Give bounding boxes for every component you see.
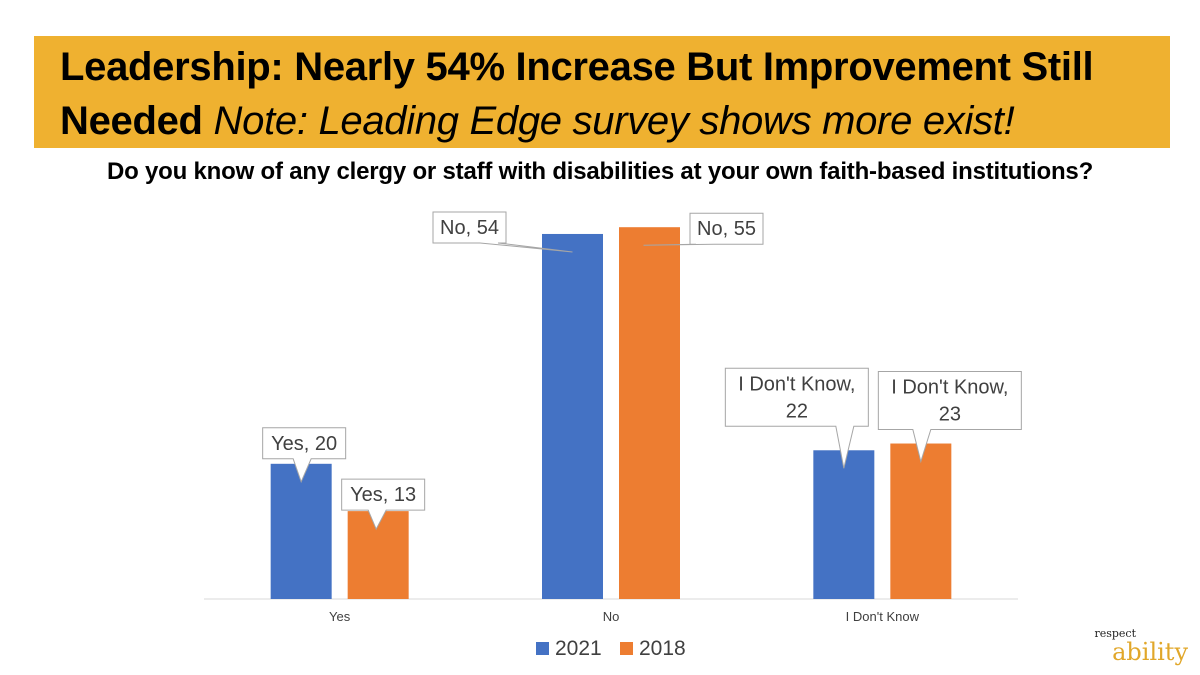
legend-label-2021: 2021 xyxy=(555,637,602,660)
legend-label-2018: 2018 xyxy=(639,637,686,660)
slide-title-note: Note: Leading Edge survey shows more exi… xyxy=(213,99,1015,143)
bar-2021-yes xyxy=(270,463,332,599)
slide-title-needed: Needed xyxy=(60,99,203,143)
data-label-2018-1-line0: No, 55 xyxy=(697,218,756,240)
data-label-callout-2018-0 xyxy=(341,478,426,531)
data-label-2018-2-line0: I Don't Know, xyxy=(891,377,1008,399)
title-banner xyxy=(34,36,1170,148)
bar-2018-no xyxy=(619,227,680,599)
data-label-callout-2021-0 xyxy=(262,427,347,484)
slide-title-line1: Leadership: Nearly 54% Increase But Impr… xyxy=(60,45,1094,89)
x-tick-label-i-don-t-know: I Don't Know xyxy=(846,609,920,624)
data-label-2018-2-line1: 23 xyxy=(939,404,961,426)
legend-swatch-2018 xyxy=(620,642,633,655)
data-label-callout-2021-2 xyxy=(724,367,869,469)
logo-top-text: respect xyxy=(1094,627,1136,640)
data-label-callout-2018-2 xyxy=(877,371,1022,464)
bar-2021-i-don-t-know xyxy=(813,450,875,599)
logo-bottom-text: ability xyxy=(1112,638,1188,666)
slide-title-line2: Needed Note: Leading Edge survey shows m… xyxy=(60,98,1015,144)
data-label-2021-0-line0: Yes, 20 xyxy=(271,433,337,455)
respectability-logo: respect ability xyxy=(1094,627,1188,666)
data-label-2021-2-line0: I Don't Know, xyxy=(738,373,855,395)
data-label-2021-1-line0: No, 54 xyxy=(440,217,499,239)
chart-question: Do you know of any clergy or staff with … xyxy=(106,158,1094,185)
data-label-2018-0-line0: Yes, 13 xyxy=(350,484,416,506)
bar-2018-i-don-t-know xyxy=(890,443,952,599)
data-label-2021-2-line1: 22 xyxy=(786,400,808,422)
x-tick-label-no: No xyxy=(603,609,620,624)
data-label-callout-2021-1 xyxy=(432,211,573,253)
legend-swatch-2021 xyxy=(536,642,549,655)
bar-2021-no xyxy=(542,233,603,599)
data-label-callout-2018-1 xyxy=(643,212,764,246)
x-tick-label-yes: Yes xyxy=(329,609,351,624)
